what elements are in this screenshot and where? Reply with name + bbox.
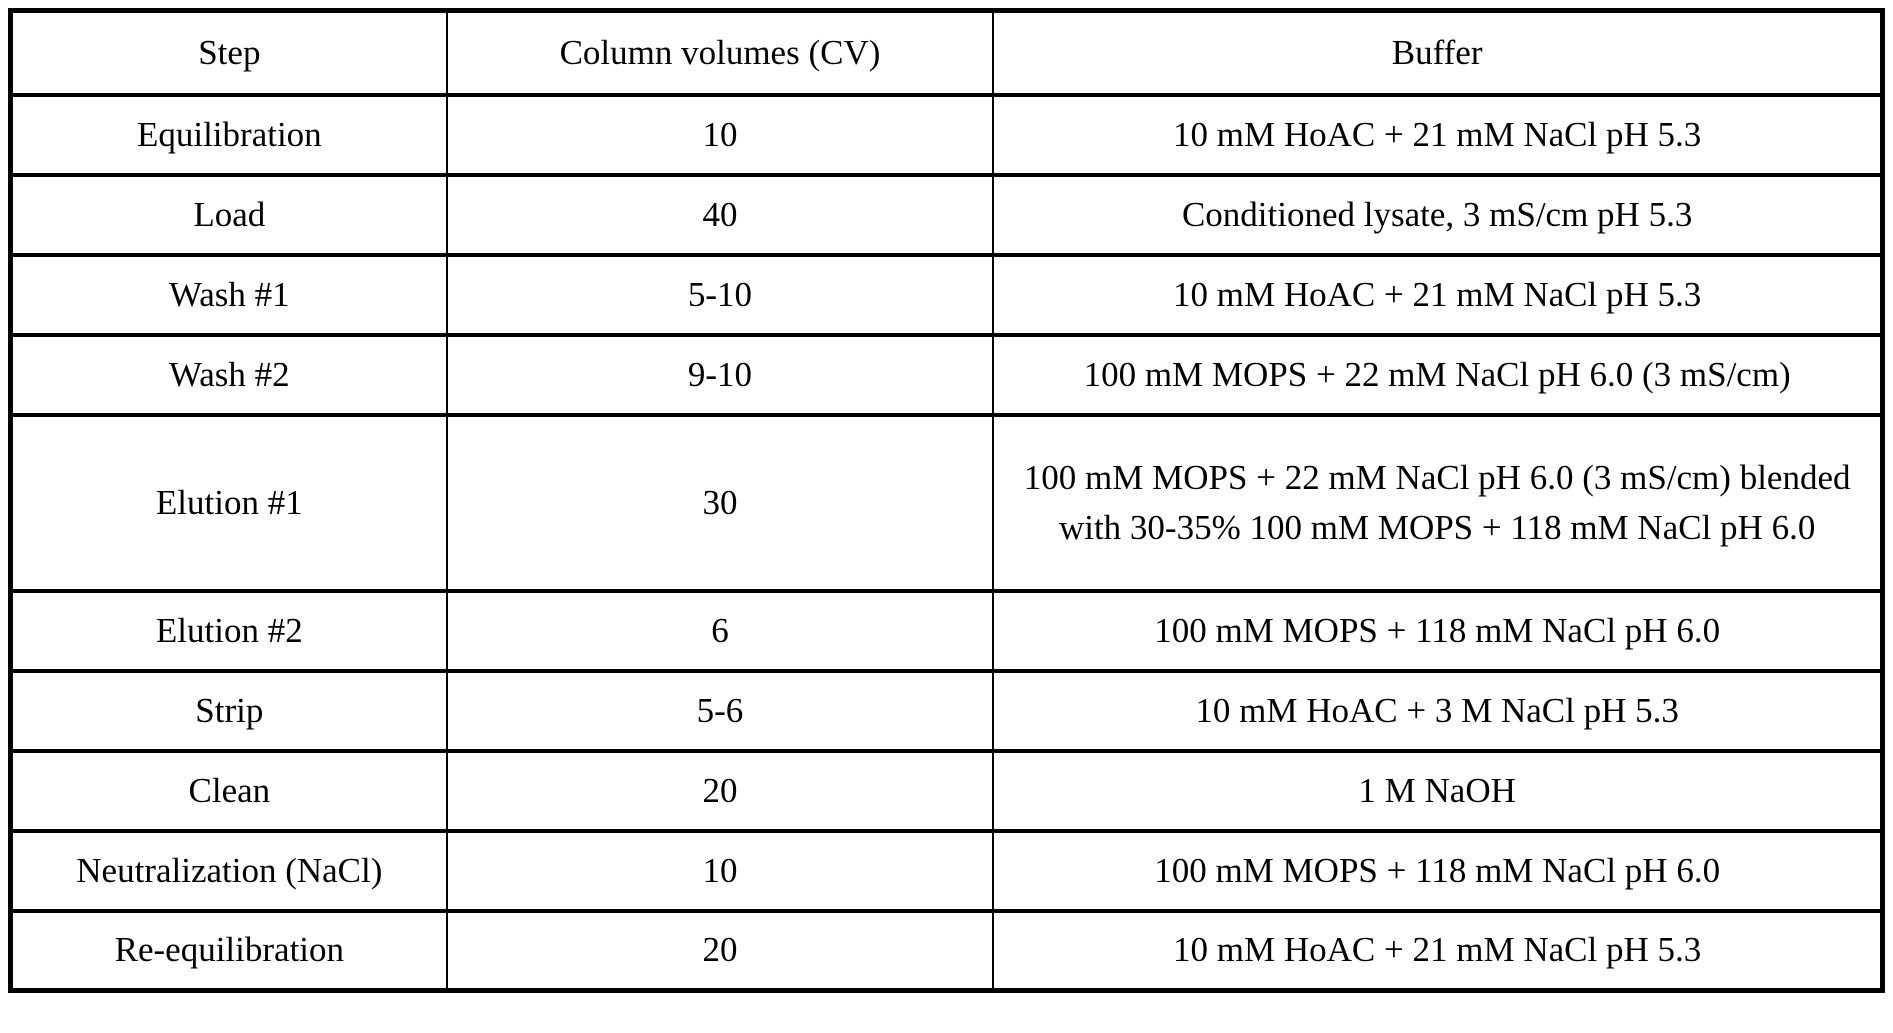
column-header-buffer: Buffer	[992, 8, 1884, 97]
cv-cell: 20	[445, 748, 995, 833]
cv-cell: 9-10	[445, 332, 995, 417]
table-row: Elution #1 30 100 mM MOPS + 22 mM NaCl p…	[9, 412, 1884, 593]
cv-cell: 6	[445, 588, 995, 673]
buffer-cell: 10 mM HoAC + 21 mM NaCl pH 5.3	[992, 908, 1884, 993]
step-cell: Neutralization (NaCl)	[9, 828, 448, 913]
buffer-cell: 1 M NaOH	[992, 748, 1884, 833]
buffer-cell: 100 mM MOPS + 22 mM NaCl pH 6.0 (3 mS/cm…	[992, 412, 1884, 593]
buffer-cell: 10 mM HoAC + 21 mM NaCl pH 5.3	[992, 252, 1884, 337]
cv-cell: 30	[445, 412, 995, 593]
table-row: Strip 5-6 10 mM HoAC + 3 M NaCl pH 5.3	[9, 668, 1884, 753]
step-cell: Strip	[9, 668, 448, 753]
table-row: Equilibration 10 10 mM HoAC + 21 mM NaCl…	[9, 92, 1884, 177]
step-cell: Wash #2	[9, 332, 448, 417]
cv-cell: 40	[445, 172, 995, 257]
table-row: Neutralization (NaCl) 10 100 mM MOPS + 1…	[9, 828, 1884, 913]
buffer-cell: 100 mM MOPS + 118 mM NaCl pH 6.0	[992, 588, 1884, 673]
cv-cell: 5-10	[445, 252, 995, 337]
column-header-step: Step	[9, 8, 448, 97]
cv-cell: 5-6	[445, 668, 995, 753]
step-cell: Elution #1	[9, 412, 448, 593]
step-cell: Wash #1	[9, 252, 448, 337]
step-cell: Load	[9, 172, 448, 257]
buffer-cell: 10 mM HoAC + 21 mM NaCl pH 5.3	[992, 92, 1884, 177]
header-row: Step Column volumes (CV) Buffer	[9, 8, 1884, 97]
column-header-cv: Column volumes (CV)	[445, 8, 995, 97]
buffer-cell: 100 mM MOPS + 118 mM NaCl pH 6.0	[992, 828, 1884, 913]
cv-cell: 10	[445, 92, 995, 177]
table-row: Load 40 Conditioned lysate, 3 mS/cm pH 5…	[9, 172, 1884, 257]
table-row: Wash #2 9-10 100 mM MOPS + 22 mM NaCl pH…	[9, 332, 1884, 417]
table-row: Wash #1 5-10 10 mM HoAC + 21 mM NaCl pH …	[9, 252, 1884, 337]
step-cell: Equilibration	[9, 92, 448, 177]
step-cell: Clean	[9, 748, 448, 833]
buffer-cell: Conditioned lysate, 3 mS/cm pH 5.3	[992, 172, 1884, 257]
step-cell: Elution #2	[9, 588, 448, 673]
cv-cell: 10	[445, 828, 995, 913]
table-row: Re-equilibration 20 10 mM HoAC + 21 mM N…	[9, 908, 1884, 993]
step-cell: Re-equilibration	[9, 908, 448, 993]
cv-cell: 20	[445, 908, 995, 993]
table-row: Clean 20 1 M NaOH	[9, 748, 1884, 833]
buffer-cell: 100 mM MOPS + 22 mM NaCl pH 6.0 (3 mS/cm…	[992, 332, 1884, 417]
table-row: Elution #2 6 100 mM MOPS + 118 mM NaCl p…	[9, 588, 1884, 673]
process-table: Step Column volumes (CV) Buffer Equilibr…	[8, 8, 1885, 993]
buffer-cell: 10 mM HoAC + 3 M NaCl pH 5.3	[992, 668, 1884, 753]
